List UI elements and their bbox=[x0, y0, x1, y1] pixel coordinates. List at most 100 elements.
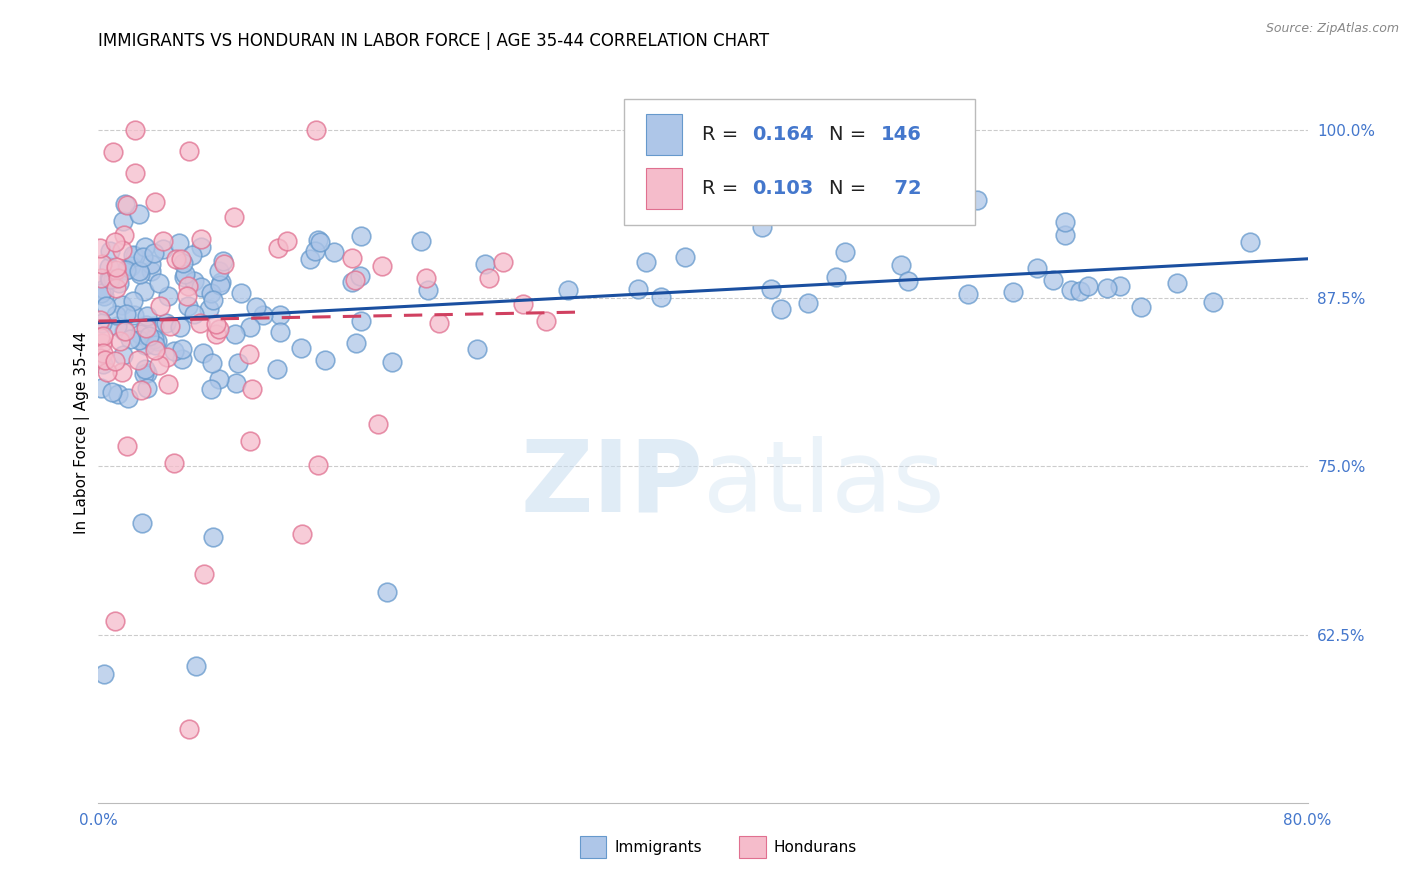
Point bbox=[173, 270, 195, 285]
Point bbox=[105, 260, 128, 274]
Point bbox=[314, 353, 336, 368]
Point bbox=[93, 289, 115, 303]
Point bbox=[269, 308, 291, 322]
Point bbox=[124, 122, 146, 136]
Point bbox=[149, 299, 172, 313]
Point bbox=[146, 334, 169, 348]
Point bbox=[304, 244, 326, 259]
Point bbox=[956, 286, 979, 301]
Point bbox=[211, 275, 233, 289]
Point bbox=[155, 316, 177, 330]
Point bbox=[229, 286, 252, 301]
Point bbox=[136, 309, 159, 323]
Point bbox=[169, 236, 191, 251]
Point bbox=[120, 259, 142, 273]
Point bbox=[169, 320, 191, 334]
Point bbox=[172, 256, 194, 270]
Point bbox=[349, 268, 371, 283]
Point bbox=[305, 122, 328, 136]
Point bbox=[89, 351, 111, 365]
Point bbox=[138, 329, 160, 343]
Point bbox=[322, 244, 344, 259]
Point bbox=[239, 434, 262, 448]
Point bbox=[90, 381, 112, 395]
Point bbox=[183, 307, 205, 321]
Point bbox=[139, 264, 162, 278]
Point bbox=[492, 254, 515, 268]
Point bbox=[190, 232, 212, 246]
Point bbox=[165, 252, 187, 266]
Point bbox=[240, 382, 263, 396]
Point bbox=[157, 376, 180, 391]
Point bbox=[143, 343, 166, 358]
Point bbox=[128, 206, 150, 220]
Point bbox=[239, 319, 262, 334]
Point bbox=[966, 194, 988, 208]
Point bbox=[91, 357, 114, 371]
Point bbox=[1069, 284, 1091, 298]
Point bbox=[124, 249, 146, 263]
Point bbox=[115, 439, 138, 453]
Point bbox=[90, 271, 112, 285]
Point bbox=[201, 356, 224, 370]
Point bbox=[1026, 260, 1049, 275]
Point bbox=[163, 456, 186, 470]
Point bbox=[465, 342, 488, 356]
Point bbox=[115, 263, 138, 277]
Point bbox=[152, 234, 174, 248]
Point bbox=[104, 308, 127, 322]
Point bbox=[238, 347, 260, 361]
Point bbox=[212, 256, 235, 270]
Point bbox=[557, 283, 579, 297]
Point bbox=[111, 213, 134, 227]
Point bbox=[101, 384, 124, 399]
Point bbox=[834, 244, 856, 259]
Point bbox=[134, 240, 156, 254]
Point bbox=[340, 251, 363, 265]
Point bbox=[1054, 215, 1077, 229]
Text: 0.164: 0.164 bbox=[752, 125, 814, 145]
Point bbox=[132, 284, 155, 298]
Point bbox=[208, 264, 231, 278]
Point bbox=[170, 252, 193, 266]
Point bbox=[252, 309, 274, 323]
Point bbox=[143, 246, 166, 260]
Point bbox=[135, 318, 157, 333]
Point bbox=[114, 197, 136, 211]
Point bbox=[117, 391, 139, 405]
Text: 146: 146 bbox=[880, 125, 921, 145]
Point bbox=[245, 300, 267, 314]
Point bbox=[201, 530, 224, 544]
Point bbox=[381, 354, 404, 368]
Point bbox=[375, 585, 398, 599]
Point bbox=[176, 289, 198, 303]
Point bbox=[98, 260, 121, 275]
Point bbox=[121, 293, 143, 308]
Point bbox=[1095, 281, 1118, 295]
Point bbox=[769, 301, 792, 316]
Y-axis label: In Labor Force | Age 35-44: In Labor Force | Age 35-44 bbox=[75, 332, 90, 533]
Point bbox=[224, 326, 246, 341]
Point bbox=[129, 267, 152, 281]
Point bbox=[104, 281, 127, 295]
Point bbox=[267, 241, 290, 255]
Point bbox=[309, 235, 332, 249]
Point bbox=[627, 282, 650, 296]
Point bbox=[349, 228, 371, 243]
Point bbox=[512, 296, 534, 310]
Point bbox=[90, 285, 112, 300]
Point bbox=[156, 289, 179, 303]
Point bbox=[340, 275, 363, 289]
Point bbox=[93, 282, 115, 296]
Point bbox=[100, 272, 122, 286]
Point bbox=[115, 307, 138, 321]
Point bbox=[124, 166, 146, 180]
Point bbox=[225, 376, 247, 391]
Point bbox=[128, 264, 150, 278]
Point bbox=[107, 386, 129, 401]
Point bbox=[112, 324, 135, 338]
Point bbox=[105, 319, 128, 334]
Point bbox=[1077, 279, 1099, 293]
Point bbox=[198, 301, 221, 316]
Point bbox=[824, 270, 846, 285]
